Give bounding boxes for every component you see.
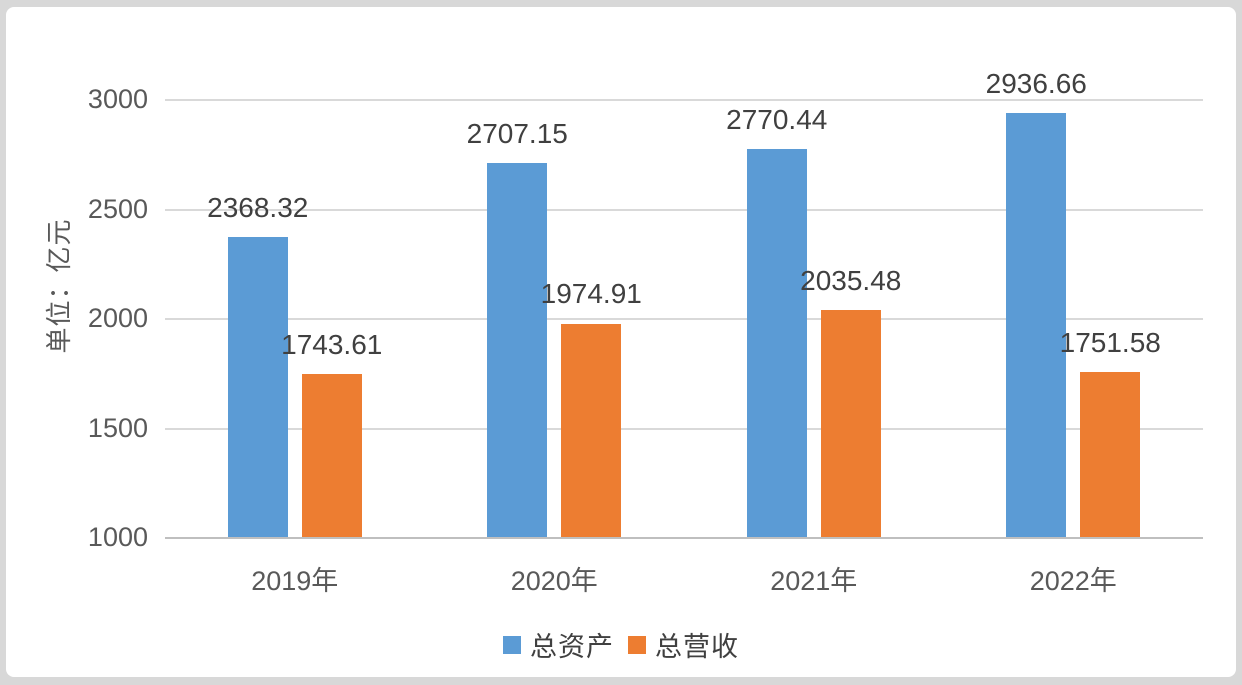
y-axis-tick-3000: 3000 bbox=[87, 84, 148, 114]
chart-card: 单位：亿元 2368.32 2707.15 2770.44 2936.66 1743.6… bbox=[6, 7, 1236, 677]
x-axis-label-2019: 2019年 bbox=[251, 566, 339, 596]
gridline-2500 bbox=[165, 208, 1203, 211]
gridline-1000 bbox=[165, 537, 1203, 539]
x-axis-label-2022: 2022年 bbox=[1029, 566, 1117, 596]
bar-total-revenue-2019 bbox=[301, 374, 362, 537]
y-axis-tick-2500: 2500 bbox=[87, 193, 148, 224]
bar-total-assets-2021 bbox=[746, 149, 807, 537]
bar-total-assets-2020 bbox=[487, 163, 548, 537]
bar-total-revenue-2022 bbox=[1080, 372, 1141, 537]
y-axis-tick-2000: 2000 bbox=[87, 303, 148, 333]
bar-total-assets-2019 bbox=[227, 237, 288, 537]
data-label-total-revenue-2022: 1751.58 bbox=[1059, 327, 1161, 359]
data-label-total-assets-2022: 2936.66 bbox=[985, 67, 1087, 99]
data-label-total-revenue-2021: 2035.48 bbox=[800, 265, 902, 297]
legend-label-total-revenue: 总营收 bbox=[655, 632, 739, 662]
data-label-total-assets-2021: 2770.44 bbox=[726, 104, 828, 136]
data-label-total-assets-2020: 2707.15 bbox=[466, 118, 568, 150]
x-axis-label-2021: 2021年 bbox=[770, 566, 858, 596]
legend: 总资产 总营收 bbox=[6, 625, 1236, 664]
y-axis-tick-1000: 1000 bbox=[87, 522, 148, 552]
bar-total-revenue-2020 bbox=[561, 323, 622, 537]
legend-item-total-assets: 总资产 bbox=[503, 625, 614, 664]
data-label-total-revenue-2020: 1974.91 bbox=[540, 278, 642, 310]
data-label-total-assets-2019: 2368.32 bbox=[207, 192, 309, 224]
plot-area: 2368.32 2707.15 2770.44 2936.66 1743.61 1974.… bbox=[165, 68, 1203, 539]
gridline-1500 bbox=[165, 427, 1203, 430]
y-axis-tick-1500: 1500 bbox=[87, 412, 148, 443]
legend-swatch-total-revenue bbox=[628, 635, 646, 654]
bar-total-revenue-2021 bbox=[820, 310, 881, 537]
data-label-total-revenue-2019: 1743.61 bbox=[281, 329, 383, 361]
gridline-2000 bbox=[165, 318, 1203, 320]
gridline-3000 bbox=[165, 99, 1203, 101]
legend-item-total-revenue: 总营收 bbox=[628, 625, 739, 664]
legend-label-total-assets: 总资产 bbox=[530, 632, 614, 662]
x-axis-label-2020: 2020年 bbox=[510, 566, 598, 596]
bar-total-assets-2022 bbox=[1006, 112, 1067, 537]
legend-swatch-total-assets bbox=[503, 635, 521, 654]
